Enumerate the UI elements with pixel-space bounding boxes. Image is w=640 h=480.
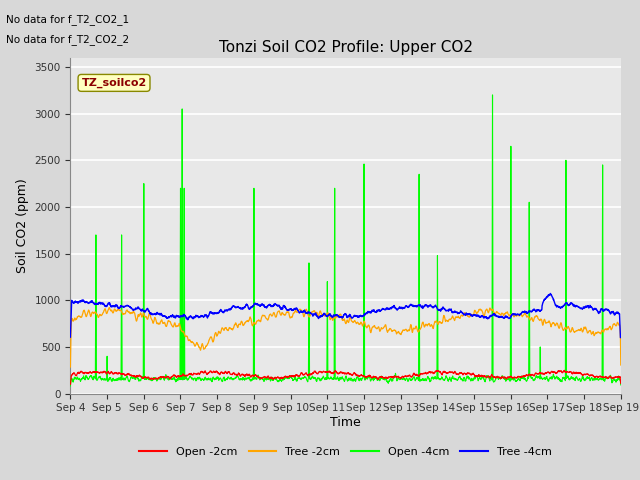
Legend: Open -2cm, Tree -2cm, Open -4cm, Tree -4cm: Open -2cm, Tree -2cm, Open -4cm, Tree -4… [135, 443, 556, 462]
Title: Tonzi Soil CO2 Profile: Upper CO2: Tonzi Soil CO2 Profile: Upper CO2 [219, 40, 472, 55]
Text: No data for f_T2_CO2_2: No data for f_T2_CO2_2 [6, 34, 129, 45]
Text: TZ_soilco2: TZ_soilco2 [81, 78, 147, 88]
X-axis label: Time: Time [330, 416, 361, 429]
Y-axis label: Soil CO2 (ppm): Soil CO2 (ppm) [16, 178, 29, 273]
Text: No data for f_T2_CO2_1: No data for f_T2_CO2_1 [6, 14, 129, 25]
